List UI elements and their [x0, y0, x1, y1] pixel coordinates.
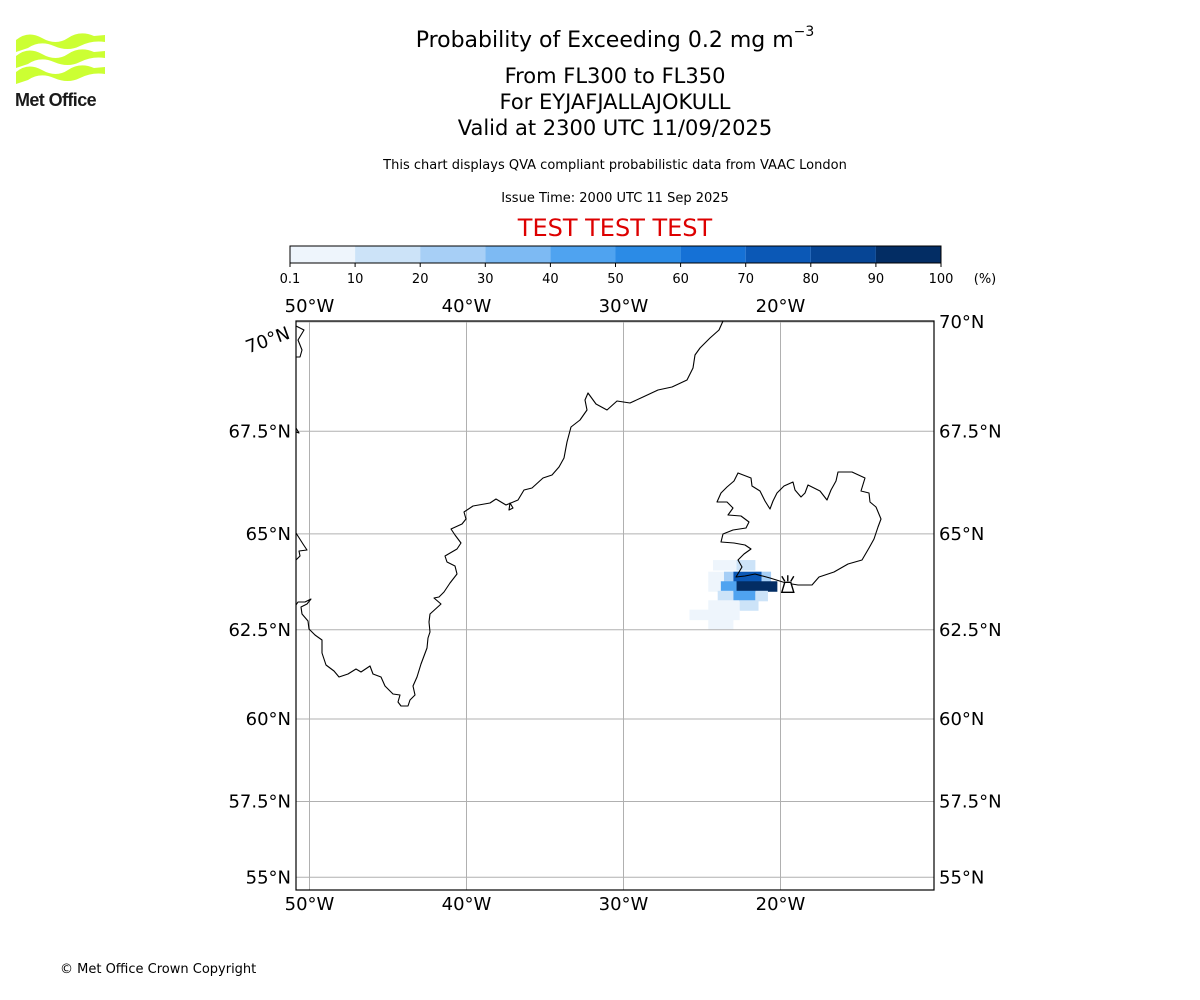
lon-label-bottom: 20°W — [756, 894, 806, 915]
volcano-icon — [780, 575, 795, 593]
probability-colorbar: 0.1 10 20 30 40 50 60 70 80 90 100 (%) — [280, 245, 997, 287]
lat-label-left: 70°N — [243, 323, 293, 358]
lon-label-top: 30°W — [599, 296, 649, 317]
colorbar-tick-label: 40 — [542, 272, 559, 287]
volcano-name-line: For EYJAFJALLAJOKULL — [499, 90, 731, 114]
lat-label-right: 55°N — [939, 867, 984, 888]
probability-cell — [736, 560, 756, 571]
probability-cell — [755, 590, 768, 602]
colorbar-tick-label: 60 — [672, 272, 689, 287]
colorbar-bin — [745, 246, 811, 263]
graticule — [296, 321, 934, 890]
met-office-waves-icon — [16, 33, 105, 84]
map-axis-labels: 50°W 50°W 40°W 40°W 30°W 30°W 20°W 20°W 70°N 67.5… — [228, 296, 1001, 915]
probability-cell — [708, 571, 724, 583]
probability-cell — [708, 618, 734, 630]
copyright-notice: © Met Office Crown Copyright — [60, 962, 257, 977]
lat-label-left: 62.5°N — [228, 620, 291, 641]
colorbar-tick-label: 90 — [868, 272, 885, 287]
colorbar-bin — [810, 246, 876, 263]
colorbar-bin — [290, 246, 356, 263]
colorbar-tick-label: 70 — [737, 272, 754, 287]
lat-label-left: 65°N — [246, 524, 291, 545]
met-office-logo: Met Office — [14, 30, 109, 112]
colorbar-bin — [680, 246, 746, 263]
chart-title-main: Probability of Exceeding 0.2 mg m — [415, 28, 794, 53]
lon-label-bottom: 50°W — [285, 894, 335, 915]
valid-time: Valid at 2300 UTC 11/09/2025 — [457, 116, 773, 140]
lat-label-right: 57.5°N — [939, 792, 1002, 813]
flight-level-range: From FL300 to FL350 — [504, 64, 726, 88]
chart-subtitle: This chart displays QVA compliant probab… — [383, 158, 847, 173]
test-banner: TEST TEST TEST — [517, 214, 713, 242]
probability-cell — [708, 581, 721, 592]
lon-label-top: 50°W — [285, 296, 335, 317]
issue-time: Issue Time: 2000 UTC 11 Sep 2025 — [501, 191, 729, 206]
chart-title: Probability of Exceeding 0.2 mg m−3 — [415, 24, 815, 53]
probability-cell — [717, 590, 734, 602]
lat-label-left: 67.5°N — [228, 421, 291, 442]
greenland-east-coast — [296, 321, 724, 707]
probability-cell — [739, 600, 759, 611]
colorbar-tick-label: 100 — [929, 272, 954, 287]
colorbar-tick-label: 30 — [477, 272, 494, 287]
colorbar-tick-label: 0.1 — [280, 272, 301, 287]
logo-text: Met Office — [15, 90, 97, 110]
probability-cell — [736, 581, 778, 592]
lat-label-left: 57.5°N — [228, 792, 291, 813]
probability-cell — [708, 600, 740, 611]
colorbar-bin — [615, 246, 681, 263]
colorbar-tick-label: 10 — [347, 272, 364, 287]
lon-label-bottom: 40°W — [442, 894, 492, 915]
colorbar-unit: (%) — [974, 272, 997, 287]
probability-cell — [689, 609, 740, 621]
lat-label-left: 55°N — [246, 867, 291, 888]
coastlines — [296, 321, 882, 707]
probability-cell — [733, 590, 756, 602]
colorbar-tick-label: 50 — [607, 272, 624, 287]
lon-label-bottom: 30°W — [599, 894, 649, 915]
greenland-fjord-islet — [508, 502, 514, 511]
colorbar-tick-label: 80 — [803, 272, 820, 287]
colorbar-tick-label: 20 — [412, 272, 429, 287]
chart-title-superscript: −3 — [793, 24, 815, 40]
lon-label-top: 40°W — [442, 296, 492, 317]
probability-cell — [733, 571, 762, 583]
colorbar-bin — [485, 246, 551, 263]
lat-label-left: 60°N — [246, 709, 291, 730]
map-frame — [295, 320, 935, 891]
colorbar-bin — [550, 246, 616, 263]
lat-label-right: 60°N — [939, 709, 984, 730]
iceland-coast — [716, 471, 882, 586]
probability-cell — [723, 571, 734, 583]
lat-label-right: 67.5°N — [939, 421, 1002, 442]
colorbar-bin — [355, 246, 421, 263]
colorbar-bin — [420, 246, 486, 263]
probability-cell — [720, 581, 737, 592]
colorbar-bin — [875, 246, 941, 263]
lat-label-right: 62.5°N — [939, 620, 1002, 641]
lon-label-top: 20°W — [756, 296, 806, 317]
lat-label-right: 70°N — [939, 312, 984, 333]
lat-label-right: 65°N — [939, 524, 984, 545]
volcano-marker — [780, 575, 795, 593]
probability-cells-layer — [689, 560, 778, 630]
probability-cell — [712, 560, 737, 571]
